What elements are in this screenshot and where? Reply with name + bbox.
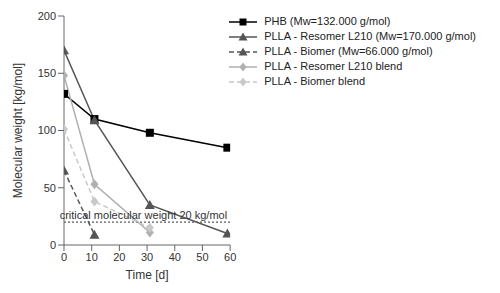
html-text:PLLA - Resomer L210 (Mw=170.00: PLLA - Resomer L210 (Mw=170.000 g/mol): [264, 30, 476, 42]
svg-text:50: 50: [44, 182, 56, 194]
svg-text:critical molecular weight 20 k: critical molecular weight 20 kg/mol: [60, 209, 228, 221]
svg-text:0: 0: [50, 239, 56, 251]
svg-text:0: 0: [61, 251, 67, 263]
svg-text:40: 40: [169, 251, 181, 263]
html-text:PLLA - Biomer blend: PLLA - Biomer blend: [264, 75, 365, 87]
svg-text:Time [d]: Time [d]: [126, 268, 169, 282]
svg-text:20: 20: [113, 251, 125, 263]
svg-text:200: 200: [38, 10, 56, 22]
svg-text:100: 100: [38, 124, 56, 136]
svg-text:60: 60: [224, 251, 236, 263]
html-text:PHB (Mw=132.000 g/mol): PHB (Mw=132.000 g/mol): [264, 15, 391, 27]
svg-text:30: 30: [141, 251, 153, 263]
svg-text:10: 10: [86, 251, 98, 263]
html-text:PLLA - Resomer L210 blend: PLLA - Resomer L210 blend: [264, 60, 403, 72]
svg-text:150: 150: [38, 67, 56, 79]
svg-text:50: 50: [196, 251, 208, 263]
svg-text:Molecular weight [kg/mol]: Molecular weight [kg/mol]: [11, 63, 25, 198]
html-text:PLLA - Biomer (Mw=66.000 g/mol: PLLA - Biomer (Mw=66.000 g/mol): [264, 45, 433, 57]
